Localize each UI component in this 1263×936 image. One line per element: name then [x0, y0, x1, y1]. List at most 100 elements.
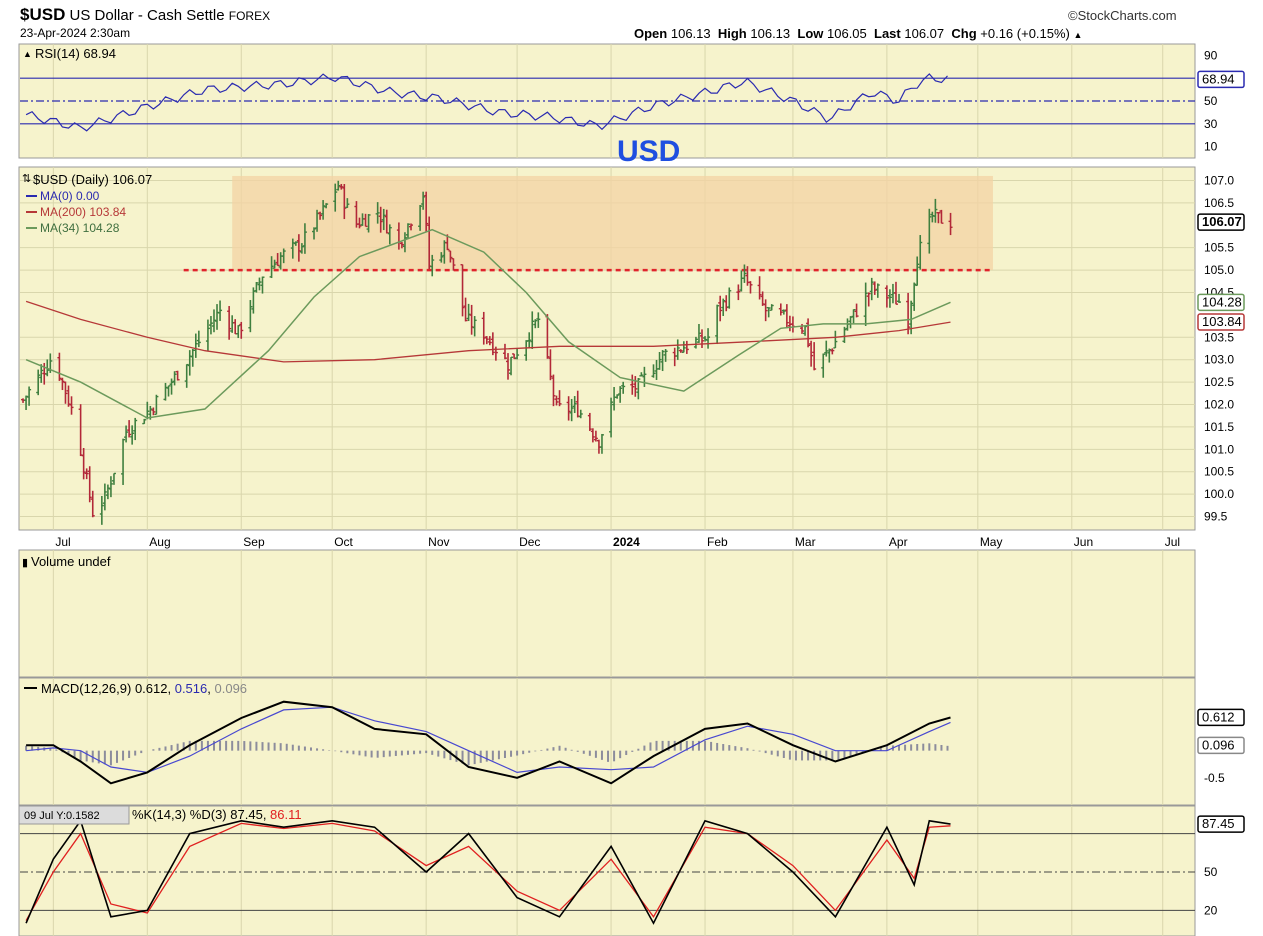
triangle-up-icon: ▲ [1073, 30, 1083, 40]
x-tick-label: Apr [889, 535, 908, 549]
open-label: Open [634, 26, 668, 41]
rsi-tick-label: 50 [1204, 94, 1218, 108]
price-bars [21, 180, 953, 525]
instrument-name: US Dollar - Cash Settle [69, 7, 225, 24]
stoch-reference-lines [20, 833, 1195, 911]
symbol-label: $USD [20, 5, 66, 24]
volume-bars-icon: ▮ [22, 557, 28, 569]
price-tick-label: 102.5 [1204, 375, 1234, 389]
rsi-badge: 68.94 [1202, 71, 1235, 86]
price-tick-label: 100.0 [1204, 487, 1234, 501]
high-value: 106.13 [750, 26, 791, 41]
legend-ma200: MA(200) 103.84 [40, 205, 126, 219]
price-tick-label: 100.5 [1204, 465, 1234, 479]
stoch-title-d: 86.11 [270, 807, 302, 822]
ma200-badge-box [1197, 313, 1245, 331]
annotation-usd: USD [617, 135, 680, 168]
macd-title-sep2: , [207, 681, 214, 696]
price-tick-label: 103.0 [1204, 353, 1234, 367]
stoch-title-k: 87.45 [230, 807, 263, 822]
price-tick-label: 101.5 [1204, 420, 1234, 434]
rsi-line [25, 73, 948, 132]
resistance-zone [232, 175, 993, 271]
stoch-title: %K(14,3) %D(3) 87.45, 86.11 [132, 807, 302, 822]
chg-label: Chg [951, 26, 977, 41]
stoch-title-sep: , [263, 807, 270, 822]
rsi-tick-label: 90 [1204, 48, 1218, 62]
last-price-badge: 106.07 [1202, 214, 1242, 229]
rsi-triangle-icon: ▲ [23, 49, 32, 59]
x-tick-label: Oct [334, 535, 353, 549]
legend-ma34: MA(34) 104.28 [40, 221, 120, 235]
macd-title: MACD(12,26,9) 0.612, 0.516, 0.096 [41, 681, 247, 696]
macd-title-signal: 0.516 [175, 681, 208, 696]
high-label: High [717, 26, 747, 41]
rsi-tick-label: 10 [1204, 140, 1218, 154]
x-tick-label: May [980, 535, 1003, 549]
ma200-line [25, 300, 951, 363]
legend-ma0: MA(0) 0.00 [40, 189, 100, 203]
price-tick-label: 106.5 [1204, 196, 1234, 210]
price-tick-label: 105.5 [1204, 241, 1234, 255]
ma200-badge: 103.84 [1202, 314, 1242, 329]
price-title: $USD (Daily) 106.07 [33, 172, 152, 187]
x-tick-label: Aug [149, 535, 170, 549]
price-tick-label: 99.5 [1204, 510, 1228, 524]
axis-labels: Jul Aug Sep Oct Nov Dec 2024 Feb Mar Apr May Jun Jul… [55, 48, 1234, 917]
macd-title-label: MACD(12,26,9) [41, 681, 131, 696]
macd-badge-box [1197, 708, 1245, 727]
last-label: Last [874, 26, 901, 41]
macd-signal-line [26, 706, 951, 774]
stoch-title-label: %K(14,3) %D(3) [132, 807, 227, 822]
stoch-k-line [25, 819, 951, 925]
macd-panel-bg [18, 677, 1196, 806]
price-tick-label: 107.0 [1204, 173, 1234, 187]
price-tick-label: 105.0 [1204, 263, 1234, 277]
macd-title-hist: 0.096 [215, 681, 248, 696]
last-price-badge-box [1197, 213, 1245, 231]
x-tick-label: Jul [55, 535, 70, 549]
price-bars-icon: ⇅ [22, 173, 31, 185]
stoch-panel-bg [18, 805, 1196, 936]
x-tick-label: Feb [707, 535, 728, 549]
stoch-tick-label: 50 [1204, 865, 1218, 879]
tooltip-text: 09 Jul Y:0.1582 [24, 810, 100, 822]
rsi-badge-box [1197, 70, 1245, 89]
x-tick-label: Jun [1074, 535, 1093, 549]
rsi-tick-label: 30 [1204, 117, 1218, 131]
chart-date: 23-Apr-2024 2:30am [20, 26, 131, 40]
stoch-tick-label: 20 [1204, 903, 1218, 917]
ma34-badge-box [1197, 293, 1245, 312]
x-tick-label: Dec [519, 535, 540, 549]
price-tick-label: 103.5 [1204, 330, 1234, 344]
header-title-row: $USD US Dollar - Cash Settle FOREX [20, 5, 270, 25]
low-value: 106.05 [827, 26, 867, 41]
ma34-badge: 104.28 [1202, 294, 1242, 309]
low-label: Low [797, 26, 824, 41]
price-tick-label: 102.0 [1204, 398, 1234, 412]
x-tick-label: Sep [243, 535, 265, 549]
exchange-label: FOREX [228, 9, 271, 23]
macd-title-value: 0.612 [135, 681, 168, 696]
value-badges: 68.94 106.07 104.28 103.84 0.612 0.096 87.45 [1197, 70, 1245, 833]
x-tick-label: Mar [795, 535, 816, 549]
histogram-badge-box [1197, 736, 1245, 755]
x-tick-label: Jul [1165, 535, 1180, 549]
brand-logo[interactable]: ©StockCharts.com [1068, 8, 1177, 23]
macd-tick-label: -0.5 [1204, 771, 1225, 785]
x-tick-label: 2024 [613, 535, 640, 549]
tooltip-box [18, 805, 130, 825]
stoch-badge-box [1197, 815, 1245, 833]
stoch-badge: 87.45 [1202, 816, 1235, 831]
volume-title: Volume undef [31, 554, 111, 569]
ma34-line [25, 228, 951, 419]
price-tick-label: 101.0 [1204, 442, 1234, 456]
macd-line [26, 700, 951, 785]
last-value: 106.07 [904, 26, 945, 41]
macd-title-sep1: , [167, 681, 174, 696]
volume-panel-bg [18, 549, 1196, 678]
open-value: 106.13 [670, 26, 711, 41]
histogram-badge: 0.096 [1202, 737, 1235, 752]
macd-badge: 0.612 [1202, 709, 1235, 724]
